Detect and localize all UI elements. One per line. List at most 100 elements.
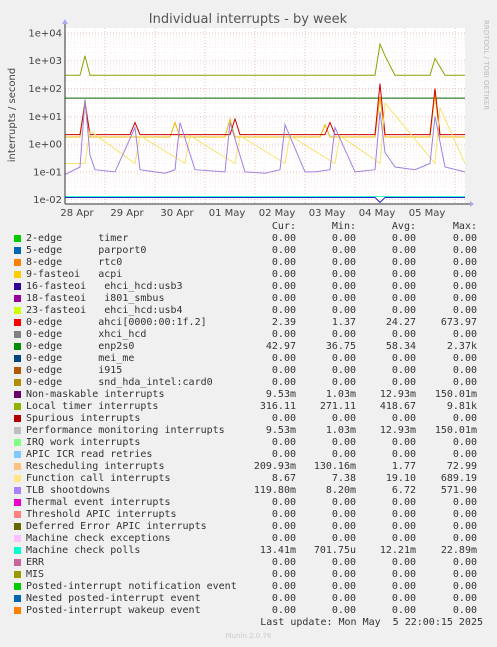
- legend-avg: 0.00: [391, 437, 416, 448]
- x-tick-label: 01 May: [209, 208, 246, 219]
- legend-row: Posted-interrupt wakeup event 0.00 0.00 0.0…: [14, 605, 490, 617]
- legend-row: 0-edge ahci[0000:00:1f.2] 2.39 1.37 24.27 67…: [14, 317, 490, 329]
- legend-swatch: [14, 439, 21, 446]
- legend-cur: 209.93m: [253, 461, 296, 472]
- legend-max: 571.90: [440, 485, 477, 496]
- legend-min: 701.75u: [313, 545, 356, 556]
- legend-name: Machine check polls: [26, 545, 141, 556]
- interrupts-chart: Individual interrupts - by week interrup…: [7, 12, 490, 219]
- legend-min: 130.16m: [313, 461, 356, 472]
- legend-min: 0.00: [331, 569, 356, 580]
- y-tick-label: 1e-01: [33, 167, 62, 178]
- legend-cur: 0.00: [271, 281, 296, 292]
- series-lines: [64, 42, 466, 204]
- legend-cur: 0.00: [271, 521, 296, 532]
- legend-swatch: [14, 475, 21, 482]
- legend-swatch: [14, 547, 21, 554]
- legend-max: 150.01m: [434, 389, 477, 400]
- legend-row: Thermal event interrupts 0.00 0.00 0.00 0.00: [14, 497, 490, 509]
- header-min: Min:: [331, 221, 356, 232]
- legend-swatch: [14, 295, 21, 302]
- legend-max: 0.00: [452, 569, 477, 580]
- x-tick-labels: 28 Apr 29 Apr 30 Apr 01 May 02 May 03 May 04 M…: [60, 208, 445, 219]
- legend-avg: 0.00: [391, 353, 416, 364]
- legend-min: 0.00: [331, 521, 356, 532]
- legend-min: 0.00: [331, 533, 356, 544]
- legend-row: 2-edge timer 0.00 0.00 0.00 0.00: [14, 233, 490, 245]
- legend-name: Thermal event interrupts: [26, 497, 171, 508]
- legend-min: 271.11: [319, 401, 356, 412]
- legend-cur: 0.00: [271, 257, 296, 268]
- legend-swatch: [14, 367, 21, 374]
- side-label: RRDTOOL / TOBI OETIKER: [482, 20, 490, 110]
- legend-name: ERR: [26, 557, 45, 568]
- legend-max: 22.89m: [440, 545, 477, 556]
- legend-max: 0.00: [452, 449, 477, 460]
- legend-min: 0.00: [331, 377, 356, 388]
- legend-max: 0.00: [452, 521, 477, 532]
- legend-swatch: [14, 451, 21, 458]
- legend-cur: 9.53m: [265, 389, 296, 400]
- legend-avg: 0.00: [391, 533, 416, 544]
- legend-avg: 418.67: [379, 401, 416, 412]
- legend-swatch: [14, 523, 21, 530]
- series-line-0: [65, 42, 465, 76]
- legend-row: Function call interrupts 8.67 7.38 19.10 689…: [14, 473, 490, 485]
- legend-name: Threshold APIC interrupts: [26, 509, 177, 520]
- legend-max: 0.00: [452, 257, 477, 268]
- legend-min: 0.00: [331, 329, 356, 340]
- legend-row: Machine check exceptions 0.00 0.00 0.00 0.00: [14, 533, 490, 545]
- legend-max: 0.00: [452, 413, 477, 424]
- legend-max: 0.00: [452, 305, 477, 316]
- legend-max: 9.81k: [446, 401, 477, 412]
- legend-max: 0.00: [452, 269, 477, 280]
- legend-max: 689.19: [440, 473, 477, 484]
- legend-name: Machine check exceptions: [26, 533, 171, 544]
- legend-max: 0.00: [452, 557, 477, 568]
- legend-avg: 24.27: [385, 317, 416, 328]
- x-tick-label: 04 May: [359, 208, 396, 219]
- series-line-7: [65, 197, 465, 204]
- legend-min: 0.00: [331, 257, 356, 268]
- y-axis-label: interrupts / second: [7, 68, 18, 162]
- legend-cur: 0.00: [271, 413, 296, 424]
- legend-name: 0-edge enp2s0: [26, 341, 135, 352]
- legend-swatch: [14, 271, 21, 278]
- legend-swatch: [14, 427, 21, 434]
- legend-min: 0.00: [331, 449, 356, 460]
- legend-row: Deferred Error APIC interrupts 0.00 0.00 0.…: [14, 521, 490, 533]
- legend-max: 0.00: [452, 329, 477, 340]
- x-tick-label: 03 May: [309, 208, 346, 219]
- legend-name: Deferred Error APIC interrupts: [26, 521, 207, 532]
- legend-cur: 0.00: [271, 569, 296, 580]
- legend-cur: 0.00: [271, 437, 296, 448]
- legend-row: MIS 0.00 0.00 0.00 0.00: [14, 569, 490, 581]
- legend-max: 0.00: [452, 377, 477, 388]
- legend-cur: 0.00: [271, 557, 296, 568]
- series-line-4: [65, 101, 466, 165]
- legend-max: 0.00: [452, 437, 477, 448]
- x-tick-label: 30 Apr: [160, 208, 194, 219]
- legend-max: 0.00: [452, 293, 477, 304]
- legend-row: Spurious interrupts 0.00 0.00 0.00 0.00: [14, 413, 490, 425]
- legend-max: 0.00: [452, 593, 477, 604]
- legend-avg: 0.00: [391, 509, 416, 520]
- legend-min: 0.00: [331, 293, 356, 304]
- x-tick-label: 02 May: [259, 208, 296, 219]
- legend-avg: 0.00: [391, 365, 416, 376]
- legend-min: 1.03m: [325, 389, 356, 400]
- legend-cur: 2.39: [271, 317, 296, 328]
- legend-swatch: [14, 499, 21, 506]
- legend-swatch: [14, 571, 21, 578]
- legend-name: Nested posted-interrupt event: [26, 593, 201, 604]
- legend-min: 1.03m: [325, 425, 356, 436]
- legend-avg: 0.00: [391, 497, 416, 508]
- legend-swatch: [14, 391, 21, 398]
- legend-min: 1.37: [331, 317, 356, 328]
- legend-name: Performance monitoring interrupts: [26, 425, 225, 436]
- legend-max: 0.00: [452, 353, 477, 364]
- legend-max: 0.00: [452, 281, 477, 292]
- legend-cur: 0.00: [271, 245, 296, 256]
- legend-min: 8.20m: [325, 485, 356, 496]
- legend-cur: 13.41m: [259, 545, 296, 556]
